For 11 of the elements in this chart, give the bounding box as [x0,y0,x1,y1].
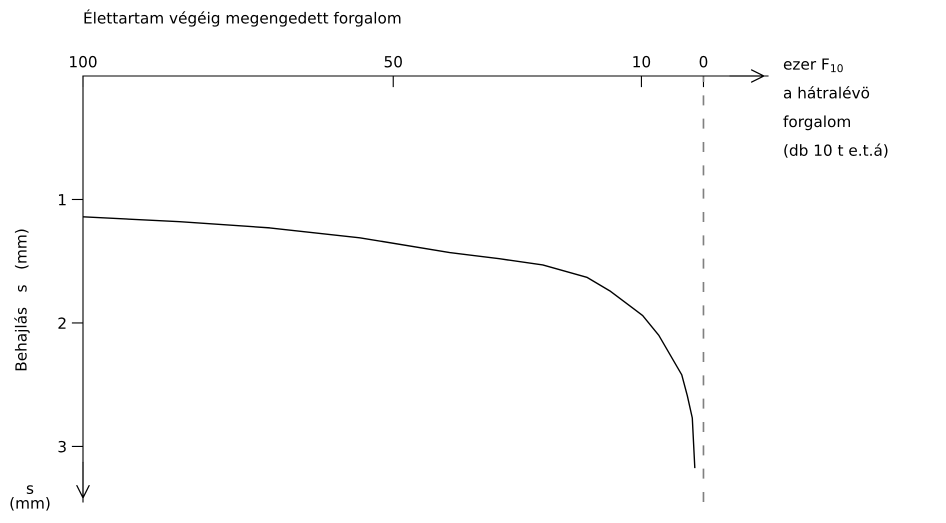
x-tick-label: 0 [700,56,708,68]
chart-title: Élettartam végéig megengedett forgalom [84,9,400,27]
y-tick-label: 2 [58,317,66,329]
y-tick-label: 3 [58,440,66,452]
y-axis-title: Behajlás s (mm) [14,230,30,370]
x-tick-label: 100 [70,56,97,68]
x-tick-label: 50 [384,56,402,68]
y-tick-label: 1 [58,194,66,206]
x-tick-label: 10 [633,56,650,68]
text: ezer F$_{10}$ a hátralévö forgalom (db 10 t e.t.á) [783,58,888,158]
text: s (mm) [10,485,50,511]
